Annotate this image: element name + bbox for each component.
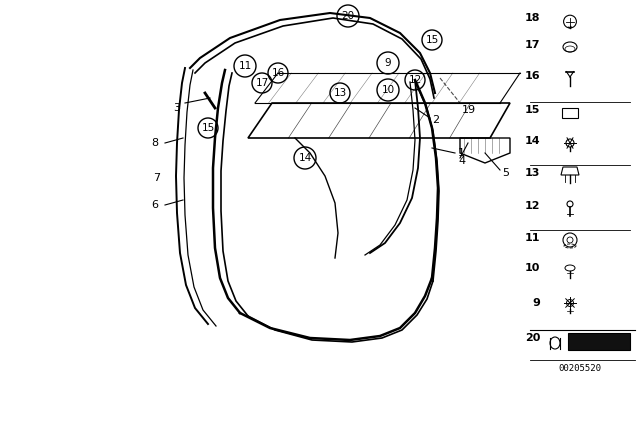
Text: 12: 12 <box>408 75 422 85</box>
Text: 9: 9 <box>532 298 540 308</box>
Text: 5: 5 <box>502 168 509 178</box>
Text: 00205520: 00205520 <box>559 363 602 372</box>
Text: 8: 8 <box>151 138 158 148</box>
Text: 10: 10 <box>525 263 540 273</box>
Text: 15: 15 <box>426 35 438 45</box>
Text: 10: 10 <box>381 85 395 95</box>
Text: 2: 2 <box>432 115 439 125</box>
Text: 3: 3 <box>173 103 180 113</box>
Text: 12: 12 <box>525 201 540 211</box>
Text: 14: 14 <box>524 136 540 146</box>
Text: 11: 11 <box>238 61 252 71</box>
Text: 1: 1 <box>458 148 465 158</box>
Text: 15: 15 <box>525 105 540 115</box>
Text: 13: 13 <box>333 88 347 98</box>
Text: 19: 19 <box>462 105 476 115</box>
Text: 15: 15 <box>202 123 214 133</box>
Text: 13: 13 <box>525 168 540 178</box>
Text: 20: 20 <box>341 11 355 21</box>
Text: 17: 17 <box>525 40 540 50</box>
Text: 16: 16 <box>271 68 285 78</box>
Text: 16: 16 <box>524 71 540 81</box>
Text: 7: 7 <box>153 173 160 183</box>
Text: 6: 6 <box>151 200 158 210</box>
Text: 11: 11 <box>525 233 540 243</box>
Text: 14: 14 <box>298 153 312 163</box>
Text: 17: 17 <box>255 78 269 88</box>
Text: 18: 18 <box>525 13 540 23</box>
Text: 9: 9 <box>385 58 391 68</box>
Polygon shape <box>568 333 630 350</box>
Text: 20: 20 <box>525 333 540 343</box>
Text: 4: 4 <box>458 156 465 166</box>
